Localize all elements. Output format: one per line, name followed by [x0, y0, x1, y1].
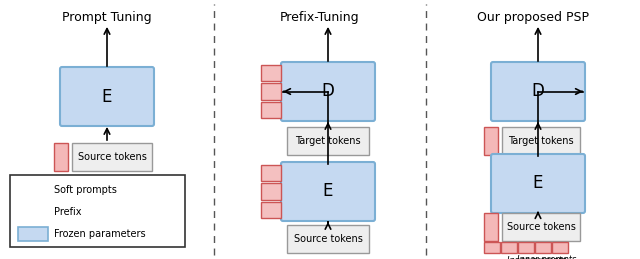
Text: Source tokens: Source tokens [77, 152, 147, 162]
Bar [518, 242, 534, 253]
Bar [18, 205, 48, 219]
Text: Source tokens: Source tokens [507, 222, 575, 232]
Bar [261, 65, 281, 81]
Text: E: E [323, 183, 333, 200]
Text: Soft prompts: Soft prompts [54, 185, 117, 195]
FancyBboxPatch shape [281, 62, 375, 121]
Bar [287, 225, 369, 253]
Text: D: D [321, 83, 335, 100]
FancyBboxPatch shape [491, 154, 585, 213]
Text: E: E [533, 175, 543, 192]
Bar [535, 242, 551, 253]
Bar [261, 165, 281, 181]
Text: Target tokens: Target tokens [295, 136, 361, 146]
Bar [502, 213, 580, 241]
Text: Inner prompts: Inner prompts [507, 256, 566, 259]
Bar [261, 202, 281, 218]
Text: Prompt Tuning: Prompt Tuning [62, 11, 152, 24]
FancyBboxPatch shape [281, 162, 375, 221]
Bar [54, 143, 68, 171]
FancyBboxPatch shape [60, 67, 154, 126]
Bar [484, 242, 500, 253]
Bar [287, 127, 369, 155]
Text: D: D [532, 83, 545, 100]
Text: Target tokens: Target tokens [508, 136, 574, 146]
Bar [484, 127, 498, 155]
Text: Frozen parameters: Frozen parameters [54, 229, 146, 239]
Text: Inner prompts: Inner prompts [517, 255, 576, 259]
Bar [18, 227, 48, 241]
Text: Source tokens: Source tokens [294, 234, 362, 244]
Bar [502, 127, 580, 155]
Bar [18, 183, 48, 197]
Text: Prefix-Tuning: Prefix-Tuning [280, 11, 360, 24]
Text: E: E [102, 88, 112, 105]
Bar [261, 102, 281, 118]
Bar [261, 183, 281, 200]
Bar [484, 213, 498, 241]
Bar [552, 242, 568, 253]
Text: Prefix: Prefix [54, 207, 81, 217]
Text: Our proposed PSP: Our proposed PSP [477, 11, 589, 24]
Bar [501, 242, 517, 253]
Bar [10, 175, 185, 247]
Bar [261, 83, 281, 100]
Bar [72, 143, 152, 171]
FancyBboxPatch shape [491, 62, 585, 121]
